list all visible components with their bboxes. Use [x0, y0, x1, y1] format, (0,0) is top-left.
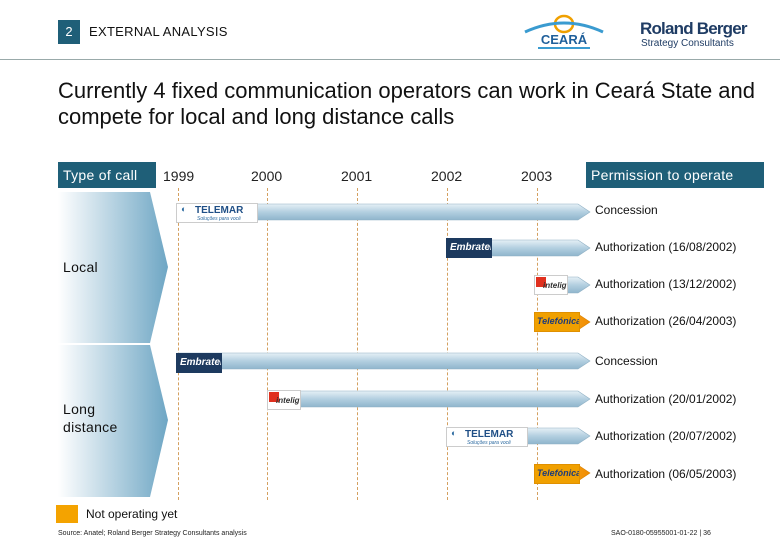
permission-local-telemar: Concession: [595, 203, 658, 217]
telemar-logo-sub: Soluções para você: [467, 440, 511, 446]
intelig-logo-text: intelig: [276, 396, 300, 405]
long-distance-label: Long distance: [63, 401, 118, 435]
gridline-2000: [267, 188, 268, 500]
embratel-logo: Embratel: [176, 353, 222, 373]
telefonica-logo: Telefónica: [534, 312, 580, 332]
telemar-logo-text: TELEMAR: [195, 205, 244, 216]
long-distance-chevron: [58, 345, 168, 497]
intelig-logo: intelig: [534, 275, 568, 295]
gridline-2003: [537, 188, 538, 500]
telefonica-logo: Telefónica: [534, 464, 580, 484]
gridline-1999: [178, 188, 179, 500]
page-title: Currently 4 fixed communication operator…: [58, 78, 756, 129]
section-number: 2: [58, 20, 80, 44]
year-label-2003: 2003: [521, 168, 553, 184]
ceara-logo: CEARÁ: [520, 12, 608, 52]
year-label-1999: 1999: [163, 168, 195, 184]
legend-swatch-not-operating: [56, 505, 78, 523]
embratel-logo-text: Embratel: [180, 357, 222, 368]
permission-local-embratel: Authorization (16/08/2002): [595, 240, 737, 254]
telemar-logo: ◐ TELEMAR Soluções para você: [176, 203, 258, 223]
roland-berger-logo-sub: Strategy Consultants: [641, 38, 734, 49]
document-reference: SAO-0180-05955001-01-22 | 36: [611, 530, 711, 537]
permission-header: Permission to operate: [586, 162, 764, 188]
permission-ld-telefonica: Authorization (06/05/2003): [595, 467, 737, 481]
telefonica-logo-text: Telefónica: [537, 468, 580, 478]
gridline-2002: [447, 188, 448, 500]
legend-label-not-operating: Not operating yet: [86, 507, 178, 521]
gridline-2001: [357, 188, 358, 500]
operator-bar-embratel: [177, 352, 591, 370]
telefonica-logo-text: Telefónica: [537, 316, 580, 326]
ceara-logo-text: CEARÁ: [541, 32, 588, 47]
permission-ld-intelig: Authorization (20/01/2002): [595, 392, 737, 406]
permission-ld-embratel: Concession: [595, 354, 658, 368]
local-chevron: [58, 192, 168, 343]
year-label-2000: 2000: [251, 168, 283, 184]
intelig-logo-text: intelig: [543, 281, 567, 290]
embratel-logo: Embratel: [446, 238, 492, 258]
permission-local-intelig: Authorization (13/12/2002): [595, 277, 737, 291]
permission-ld-telemar: Authorization (20/07/2002): [595, 429, 737, 443]
operator-bars: [177, 203, 591, 482]
section-title: EXTERNAL ANALYSIS: [89, 24, 228, 39]
local-label: Local: [63, 259, 98, 275]
intelig-logo: intelig: [267, 390, 301, 410]
header-divider: [0, 59, 780, 60]
embratel-logo-text: Embratel: [450, 242, 492, 253]
permission-local-telefonica: Authorization (26/04/2003): [595, 314, 737, 328]
telemar-logo-text: TELEMAR: [465, 429, 514, 440]
roland-berger-logo-name: Roland Berger: [640, 19, 748, 38]
type-of-call-header: Type of call: [58, 162, 156, 188]
operator-bar-intelig: [276, 390, 591, 408]
telemar-logo-sub: Soluções para você: [197, 216, 241, 222]
telemar-logo: ◐ TELEMAR Soluções para você: [446, 427, 528, 447]
year-label-2002: 2002: [431, 168, 463, 184]
source-note: Source: Anatel; Roland Berger Strategy C…: [58, 530, 247, 537]
year-label-2001: 2001: [341, 168, 373, 184]
